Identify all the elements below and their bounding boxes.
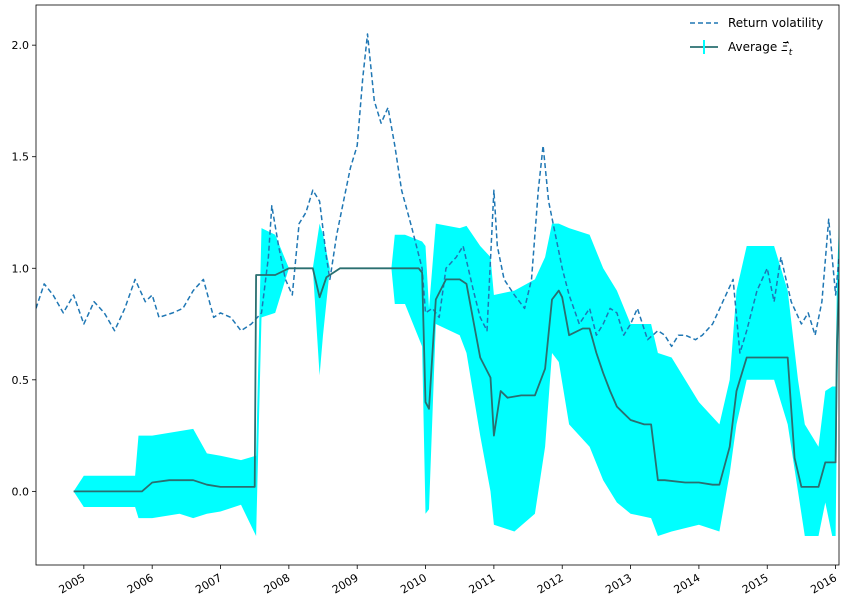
- y-tick-label: 1.5: [12, 151, 30, 164]
- confidence-band: [73, 223, 839, 536]
- x-tick-label: 2005: [57, 571, 88, 596]
- x-tick-label: 2006: [125, 571, 156, 596]
- y-axis: 0.0 0.5 1.0 1.5 2.0: [12, 39, 36, 498]
- x-tick-label: 2012: [535, 571, 566, 596]
- x-tick-label: 2009: [330, 571, 361, 596]
- y-tick-label: 0.0: [12, 485, 30, 498]
- legend-label-volatility: Return volatility: [728, 16, 823, 30]
- series-return-volatility: [36, 33, 839, 354]
- legend-label-average: Average Ξ̂t: [728, 40, 793, 58]
- x-axis: 2005 2006 2007 2008 2009 2010 2011 2012 2013 2014…: [57, 565, 839, 597]
- y-tick-label: 1.0: [12, 262, 30, 275]
- x-tick-label: 2014: [672, 571, 703, 596]
- x-tick-label: 2015: [740, 571, 771, 596]
- band-layer: [73, 223, 839, 536]
- plot-frame: [35, 4, 840, 566]
- y-tick-label: 2.0: [12, 39, 30, 52]
- series-average: [73, 267, 839, 493]
- legend: Return volatility Average Ξ̂t: [690, 16, 823, 58]
- y-tick-label: 0.5: [12, 374, 30, 387]
- x-tick-label: 2010: [398, 571, 429, 596]
- x-tick-label: 2008: [262, 571, 293, 596]
- x-tick-label: 2007: [193, 571, 224, 596]
- x-tick-label: 2016: [808, 571, 839, 596]
- x-tick-label: 2013: [603, 571, 634, 596]
- series-layer: [36, 33, 839, 493]
- x-tick-label: 2011: [467, 571, 498, 596]
